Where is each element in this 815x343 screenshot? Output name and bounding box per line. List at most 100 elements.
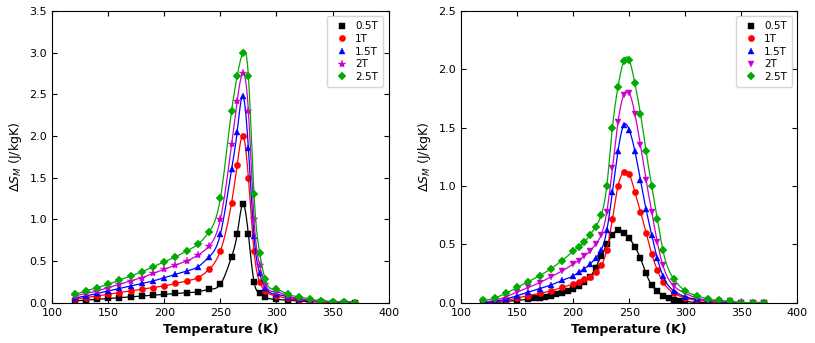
1.5T	[636, 178, 645, 182]
2.5T	[238, 50, 248, 55]
1.5T	[585, 262, 595, 266]
2.5T	[597, 213, 606, 217]
1.5T	[160, 275, 170, 280]
1.5T	[148, 279, 158, 283]
Line: 1T: 1T	[72, 133, 358, 306]
2T	[490, 298, 500, 303]
Legend: 0.5T, 1T, 1.5T, 2T, 2.5T: 0.5T, 1T, 1.5T, 2T, 2.5T	[736, 16, 792, 87]
2.5T	[501, 291, 511, 295]
2.5T	[591, 225, 601, 229]
2T	[238, 71, 248, 75]
2T	[350, 300, 360, 305]
Line: 2T: 2T	[70, 69, 359, 307]
1.5T	[126, 284, 135, 288]
1.5T	[630, 149, 640, 153]
2.5T	[350, 300, 360, 305]
2T	[714, 299, 724, 304]
2.5T	[215, 197, 225, 201]
2T	[624, 91, 634, 95]
1.5T	[478, 300, 488, 305]
1.5T	[613, 149, 623, 153]
2.5T	[641, 149, 651, 153]
2.5T	[579, 240, 589, 244]
0.5T	[260, 295, 270, 299]
2T	[747, 300, 757, 305]
Line: 1T: 1T	[480, 169, 767, 306]
2.5T	[316, 299, 326, 303]
1.5T	[607, 190, 617, 194]
Line: 0.5T: 0.5T	[72, 201, 358, 306]
0.5T	[523, 297, 533, 301]
2.5T	[126, 274, 135, 278]
1T	[597, 263, 606, 267]
1T	[170, 281, 180, 285]
0.5T	[624, 236, 634, 240]
1T	[568, 282, 578, 286]
1T	[602, 248, 612, 252]
2.5T	[294, 295, 304, 299]
Line: 1.5T: 1.5T	[480, 122, 767, 306]
1T	[658, 280, 667, 284]
2.5T	[546, 267, 556, 271]
1.5T	[619, 123, 628, 127]
2T	[641, 178, 651, 182]
2.5T	[747, 300, 757, 305]
1.5T	[115, 286, 125, 291]
2T	[523, 285, 533, 289]
1T	[512, 296, 522, 300]
1T	[283, 296, 293, 300]
0.5T	[137, 294, 147, 298]
1.5T	[350, 300, 360, 305]
0.5T	[328, 300, 337, 305]
1T	[501, 298, 511, 303]
Line: 2T: 2T	[480, 90, 767, 306]
2T	[249, 217, 259, 221]
2T	[339, 300, 349, 304]
1T	[652, 268, 662, 272]
1.5T	[490, 299, 500, 304]
2.5T	[585, 233, 595, 237]
1.5T	[624, 128, 634, 132]
0.5T	[585, 275, 595, 279]
1T	[205, 267, 214, 271]
0.5T	[675, 299, 685, 304]
1T	[126, 289, 135, 293]
2.5T	[557, 259, 567, 263]
0.5T	[205, 287, 214, 291]
2.5T	[636, 111, 645, 116]
1T	[249, 249, 259, 253]
1.5T	[205, 255, 214, 259]
1T	[703, 299, 712, 304]
1.5T	[692, 297, 702, 301]
2T	[148, 271, 158, 275]
2T	[574, 259, 584, 263]
2T	[316, 299, 326, 303]
2.5T	[205, 230, 214, 234]
0.5T	[115, 296, 125, 300]
0.5T	[478, 300, 488, 305]
2T	[597, 233, 606, 237]
1T	[725, 300, 735, 305]
2T	[557, 269, 567, 273]
2T	[137, 275, 147, 280]
2T	[658, 263, 667, 267]
1.5T	[714, 299, 724, 304]
2T	[294, 296, 304, 300]
Legend: 0.5T, 1T, 1.5T, 2T, 2.5T: 0.5T, 1T, 1.5T, 2T, 2.5T	[327, 16, 383, 87]
0.5T	[305, 300, 315, 304]
2T	[478, 299, 488, 304]
1T	[641, 230, 651, 235]
2.5T	[160, 260, 170, 264]
2T	[737, 300, 747, 305]
1.5T	[339, 300, 349, 304]
1T	[747, 300, 757, 305]
0.5T	[170, 292, 180, 296]
1T	[69, 297, 79, 301]
1T	[523, 294, 533, 298]
1.5T	[328, 300, 337, 304]
1T	[714, 300, 724, 305]
1T	[613, 184, 623, 188]
X-axis label: Temperature (K): Temperature (K)	[162, 323, 278, 336]
1.5T	[305, 298, 315, 302]
2.5T	[658, 248, 667, 252]
